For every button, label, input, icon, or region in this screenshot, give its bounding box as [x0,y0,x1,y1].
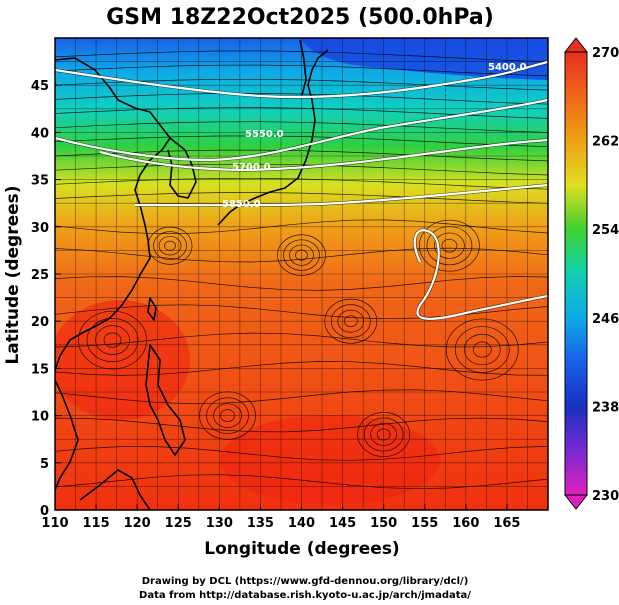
coast-taiwan [147,297,157,321]
x-tick-label: 135 [247,516,274,531]
contour-5550 [55,98,548,162]
streamline [55,361,548,376]
cold-core [300,38,548,80]
colorbar-tick-label: 262 [592,135,619,150]
streamline-swirl [441,238,458,253]
streamline-swirl [434,232,465,259]
streamline [55,247,548,263]
contour-5700 [99,138,548,172]
chart-title: GSM 18Z22Oct2025 (500.0hPa) [106,5,494,30]
y-tick-label: 10 [31,410,49,425]
streamline-swirl [445,318,519,381]
streamline-swirl [86,318,139,363]
contour-label-5700: 5700.0 [232,162,271,173]
y-tick-label: 35 [31,174,49,189]
colorbar-ticks: 270 262 254 246 238 230 [592,46,619,504]
y-tick-label: 25 [31,268,49,283]
streamline-swirl [153,231,187,261]
coast-indochina [55,379,79,491]
streamline-swirl [78,310,147,370]
y-tick-label: 0 [40,504,49,519]
colorbar-tick-label: 238 [592,400,619,415]
grid [55,38,548,510]
colorbar-top-arrow [563,37,589,53]
streamline [55,219,548,235]
streamline-swirl [463,333,501,366]
contour-5400 [55,60,548,99]
x-tick-label: 155 [411,516,438,531]
coastlines [55,39,329,510]
height-contours [55,60,548,321]
colorbar-bottom-arrow [563,494,589,510]
streamline-swirl [158,235,182,256]
streamline-swirl [472,341,492,358]
colorbar-tick-label: 230 [592,489,619,504]
streamline-swirl [103,332,122,348]
x-tick-label: 115 [83,516,110,531]
y-tick-label: 15 [31,362,49,377]
x-tick-label: 130 [206,516,233,531]
streamline-swirl [419,219,480,272]
colorbar-tick-label: 270 [592,46,619,61]
plot-area: 5400.0 5550.0 5700.0 5850.0 [55,38,548,510]
coast-borneo [79,469,151,510]
x-tick-label: 165 [493,516,520,531]
contour-label-5400: 5400.0 [488,62,527,73]
contour-5850 [134,183,548,320]
streamline-swirl [454,326,510,373]
x-tick-label: 110 [41,516,68,531]
x-tick-label: 125 [165,516,192,531]
streamline [55,276,548,291]
y-tick-label: 40 [31,126,49,141]
x-axis-label: Longitude (degrees) [204,539,399,559]
contour-label-5550: 5550.0 [245,129,284,140]
warm-patch-west [55,300,190,420]
contour-label-5850: 5850.0 [222,199,261,210]
x-tick-label: 150 [370,516,397,531]
y-axis-label: Latitude (degrees) [3,185,23,364]
coast-japan [217,49,329,226]
x-tick-label: 140 [288,516,315,531]
colorbar-tick-label: 246 [592,312,619,327]
y-tick-label: 20 [31,315,49,330]
coast-sakhalin [299,39,307,96]
x-tick-label: 120 [124,516,151,531]
coast-korea [167,137,197,199]
y-tick-label: 30 [31,221,49,236]
x-axis-ticks: 110 115 120 125 130 135 140 145 150 155 160 165 [41,504,520,531]
colorbar [563,37,589,510]
y-axis-ticks: 0 5 10 15 20 25 30 35 40 45 [31,79,61,519]
y-tick-label: 45 [31,79,49,94]
coast-mainland [55,57,171,371]
coast-philippines [145,344,186,456]
x-tick-label: 160 [452,516,479,531]
credit-line-1: Drawing by DCL (https://www.gfd-dennou.o… [142,576,469,587]
colorbar-tick-label: 254 [592,223,619,238]
streamline-swirl [95,325,130,355]
streamline [55,332,548,348]
streamline [55,417,548,433]
streamline [55,446,548,461]
x-tick-label: 145 [329,516,356,531]
y-tick-label: 5 [40,457,49,472]
credit-line-2: Data from http://database.rish.kyoto-u.a… [139,590,471,601]
streamline [55,474,548,490]
colorbar-gradient [564,51,588,496]
